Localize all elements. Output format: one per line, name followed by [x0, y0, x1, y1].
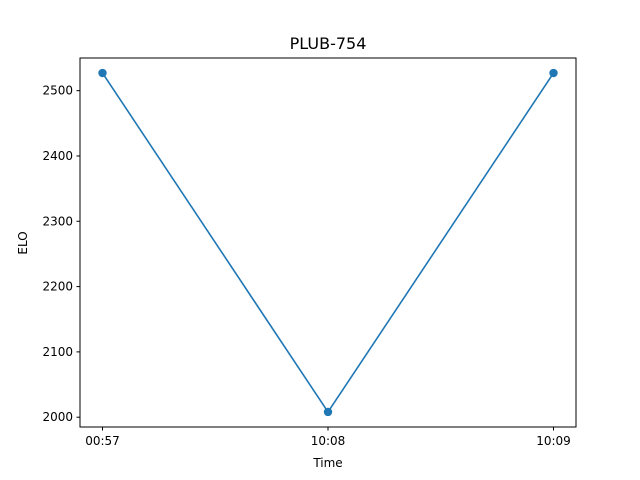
- data-point: [549, 68, 558, 78]
- x-axis: 00:57 10:08 10:09: [85, 427, 571, 448]
- plot-area: [80, 58, 576, 427]
- chart-title: PLUB-754: [290, 34, 367, 53]
- series-layer: [98, 68, 558, 417]
- y-tick-label: 2200: [42, 280, 73, 294]
- y-tick-label: 2500: [42, 84, 73, 98]
- y-tick-label: 2300: [42, 214, 73, 228]
- y-axis-label: ELO: [16, 231, 30, 254]
- data-point: [98, 68, 107, 78]
- plot-frame: [79, 57, 577, 428]
- y-axis: 2000 2100 2200 2300 2400 2500: [42, 84, 80, 424]
- x-tick-label: 10:09: [536, 434, 571, 448]
- data-point: [323, 407, 333, 417]
- x-tick-label: 10:08: [311, 434, 346, 448]
- x-axis-label: Time: [312, 456, 342, 470]
- x-tick-label: 00:57: [85, 434, 120, 448]
- y-tick-label: 2000: [42, 410, 73, 424]
- y-tick-label: 2100: [42, 345, 73, 359]
- y-tick-label: 2400: [42, 149, 73, 163]
